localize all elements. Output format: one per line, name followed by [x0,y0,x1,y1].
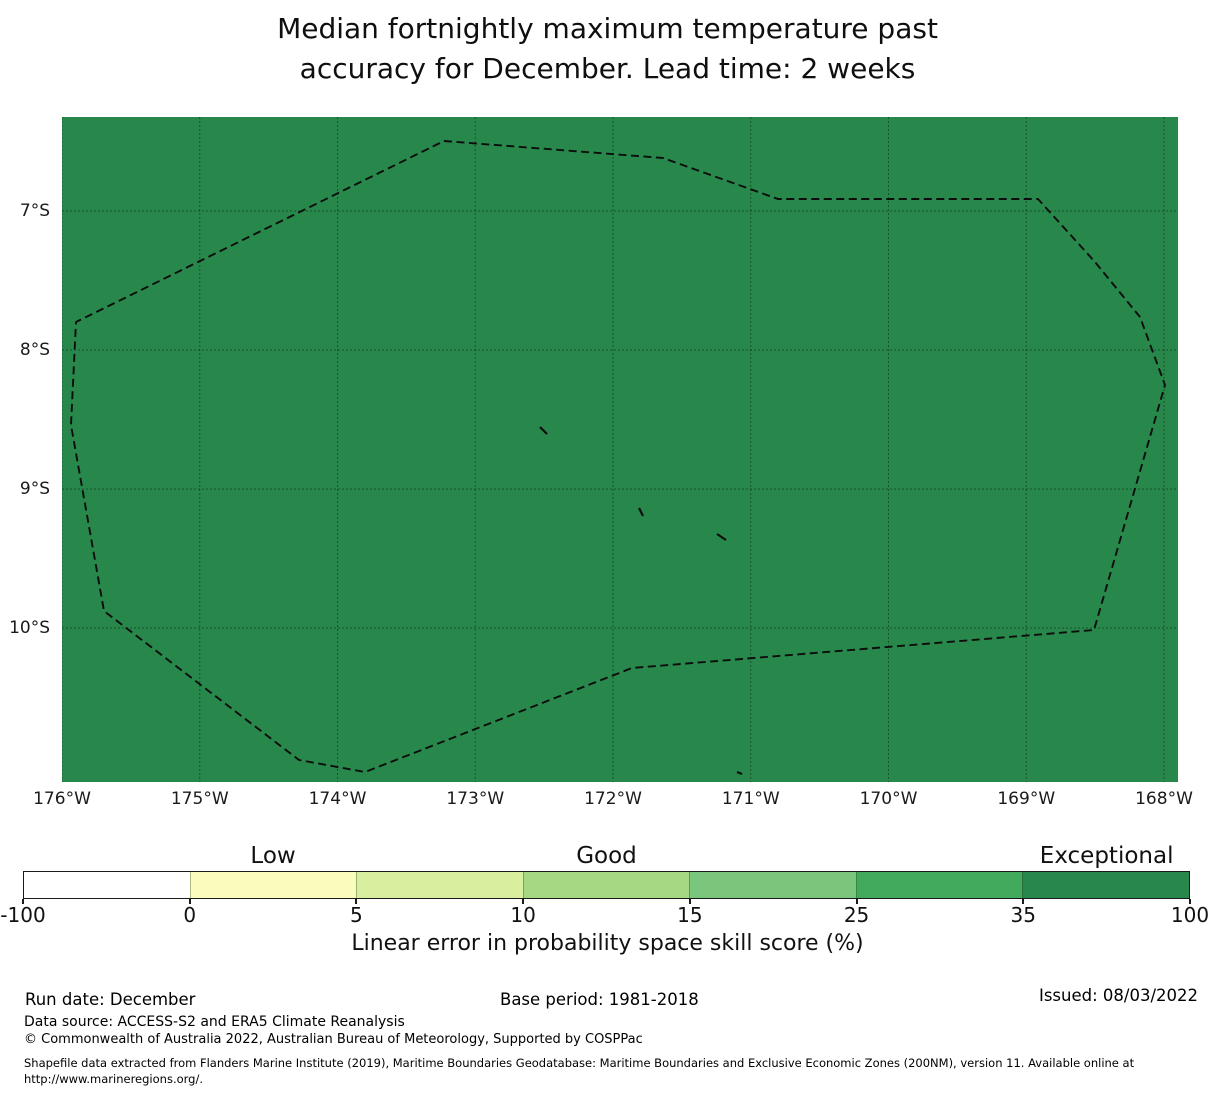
colorbar-axis-label: Linear error in probability space skill … [351,931,864,956]
map-area [62,117,1178,782]
title-line-1: Median fortnightly maximum temperature p… [277,12,938,45]
x-tick-label: 173°W [446,789,505,809]
colorbar-tick-mark [522,899,525,904]
island-mark [716,533,727,541]
y-tick-label: 10°S [9,618,50,638]
colorbar-segment [689,872,856,898]
footer-shapefile-note: Shapefile data extracted from Flanders M… [24,1056,1135,1086]
x-tick-label: 175°W [170,789,229,809]
colorbar-segment [855,872,1023,898]
colorbar-tick-label: 0 [183,903,197,927]
x-tick-label: 171°W [721,789,780,809]
colorbar-tick-mark [1022,899,1025,904]
footer-data-source: Data source: ACCESS-S2 and ERA5 Climate … [24,1014,405,1030]
y-tick-label: 8°S [19,340,50,360]
x-tick-label: 168°W [1135,789,1193,809]
y-tick-label: 7°S [19,201,50,221]
colorbar-tick-label: 35 [1010,903,1037,927]
x-tick-label: 176°W [33,789,91,809]
colorbar-segment [24,872,190,898]
footer-run-date: Run date: December [25,990,196,1009]
colorbar-tick-label: 15 [677,903,703,927]
colorbar-category-label: Exceptional [1039,843,1174,869]
x-tick-label: 174°W [308,789,367,809]
colorbar-segment [522,872,690,898]
colorbar-tick-mark [855,899,858,904]
colorbar-tick-label: 100 [1170,903,1210,927]
x-tick-label: 172°W [584,789,642,809]
footer-copyright: © Commonwealth of Australia 2022, Austra… [24,1032,643,1047]
colorbar-tick-mark [188,899,191,904]
colorbar-tick-label: 5 [350,903,363,927]
colorbar [23,871,1190,899]
colorbar-category-label: Low [250,843,296,869]
island-mark [539,426,548,435]
colorbar-segment [356,872,523,898]
colorbar-segment [189,872,357,898]
colorbar-tick-mark [22,899,24,904]
y-tick-label: 9°S [19,479,50,499]
island-mark [736,770,743,776]
colorbar-tick-mark [688,899,691,904]
chart-title: Median fortnightly maximum temperature p… [0,9,1215,89]
colorbar-tick-label: -100 [0,903,46,927]
colorbar-segment [1022,872,1190,898]
footer-base-period: Base period: 1981-2018 [500,990,699,1009]
map-canvas [62,117,1178,782]
island-mark [638,507,644,517]
colorbar-tick-mark [1189,899,1191,904]
title-line-2: accuracy for December. Lead time: 2 week… [299,52,916,85]
colorbar-tick-label: 25 [843,903,870,927]
colorbar-category-label: Good [576,843,637,869]
x-tick-label: 169°W [997,789,1056,809]
eez-boundary-path [70,140,1166,773]
colorbar-tick-label: 10 [510,903,536,927]
footer-issued-date: Issued: 08/03/2022 [1038,986,1198,1005]
colorbar-tick-mark [355,899,358,904]
x-tick-label: 170°W [859,789,918,809]
